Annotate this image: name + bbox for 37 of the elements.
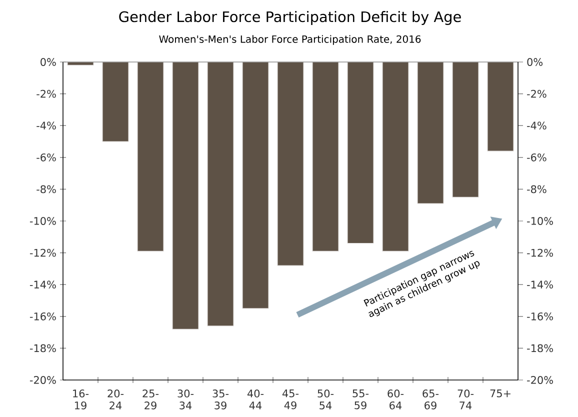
y2-tick-label: -2% bbox=[36, 90, 56, 98]
chart-title: Gender Labor Force Participation Deficit by Age bbox=[119, 10, 461, 25]
y2-tick-label: 0% bbox=[40, 58, 56, 66]
x-tick-label: 35-39 bbox=[212, 390, 229, 410]
y-tick-label: -6% bbox=[527, 153, 546, 162]
x-tick-label: 30-34 bbox=[178, 390, 194, 410]
y2-tick-label: -14% bbox=[30, 280, 56, 289]
x-tick-label: 40-44 bbox=[247, 390, 264, 410]
y-tick-label: -8% bbox=[527, 185, 546, 194]
x-tick-label: 45-49 bbox=[282, 390, 299, 410]
y-tick-label: -16% bbox=[527, 312, 553, 320]
y2-tick-label: -10% bbox=[30, 217, 56, 225]
x-tick-label: 60-64 bbox=[388, 390, 404, 410]
chart-subtitle: Women's-Men's Labor Force Participation Rate, 2016 bbox=[159, 35, 421, 45]
x-tick-label: 20-24 bbox=[108, 390, 124, 410]
y2-tick-label: -4% bbox=[36, 122, 56, 130]
y-tick-label: -18% bbox=[527, 344, 553, 352]
y2-tick-label: -16% bbox=[30, 312, 56, 320]
x-tick-label: 50-54 bbox=[318, 390, 334, 410]
x-tick-label: 70-74 bbox=[458, 390, 474, 410]
y2-tick-label: -20% bbox=[30, 376, 56, 384]
y-tick-label: -20% bbox=[527, 376, 553, 384]
y2-tick-label: -8% bbox=[36, 185, 56, 194]
y2-tick-label: -18% bbox=[30, 344, 56, 352]
y-tick-label: -14% bbox=[527, 280, 553, 289]
y2-tick-label: -6% bbox=[36, 153, 56, 162]
x-tick-label: 16-19 bbox=[73, 390, 89, 410]
y-tick-label: -12% bbox=[527, 248, 553, 257]
x-tick-label: 25-29 bbox=[142, 390, 159, 410]
y-tick-label: 0% bbox=[527, 58, 543, 66]
x-tick-label: 65-69 bbox=[422, 390, 439, 410]
y-tick-label: -10% bbox=[527, 217, 553, 225]
y2-tick-label: -12% bbox=[30, 248, 56, 257]
x-tick-label: 55-59 bbox=[352, 390, 369, 410]
y-tick-label: -2% bbox=[527, 90, 546, 98]
x-tick-label: 75+ bbox=[490, 390, 510, 398]
y-tick-label: -4% bbox=[527, 122, 546, 130]
